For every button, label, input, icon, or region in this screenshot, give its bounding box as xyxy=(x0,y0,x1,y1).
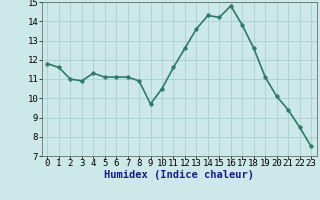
X-axis label: Humidex (Indice chaleur): Humidex (Indice chaleur) xyxy=(104,170,254,180)
